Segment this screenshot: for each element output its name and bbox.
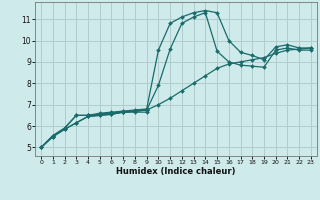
X-axis label: Humidex (Indice chaleur): Humidex (Indice chaleur) — [116, 167, 236, 176]
